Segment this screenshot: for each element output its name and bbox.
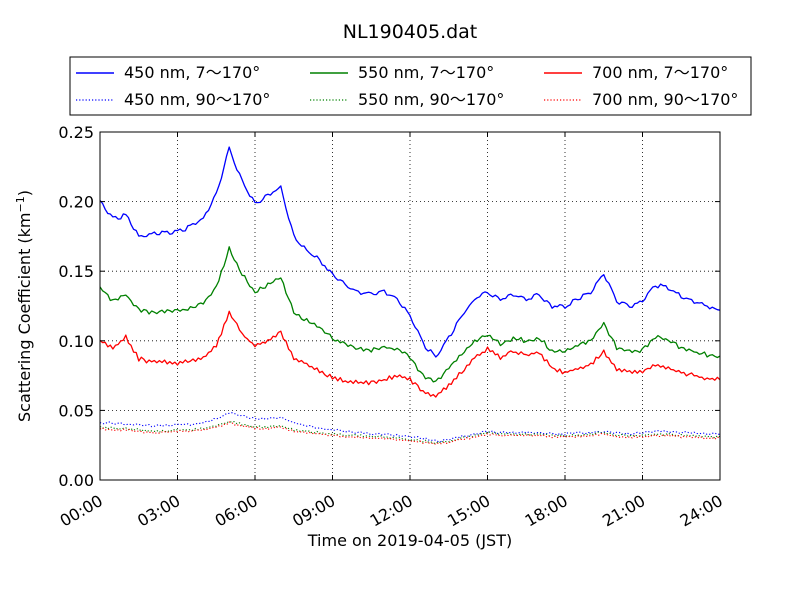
x-axis-label: Time on 2019-04-05 (JST) (307, 531, 512, 550)
x-tick-label-3: 09:00 (289, 491, 338, 531)
chart-title: NL190405.dat (343, 21, 478, 43)
legend-label-0: 450 nm, 7～170° (124, 63, 260, 82)
x-tick-label-1: 03:00 (134, 491, 183, 531)
legend: 450 nm, 7～170° 450 nm, 90～170° 550 nm, 7～1… (69, 56, 752, 116)
axis-ticks (99, 131, 721, 481)
y-tick-label-1: 0.05 (58, 401, 94, 420)
y-tick-label-5: 0.25 (58, 123, 94, 142)
x-tick-label-5: 15:00 (444, 491, 493, 531)
legend-label-2: 550 nm, 7～170° (358, 63, 494, 82)
y-axis-label-main: Scattering Coefficient (km (15, 212, 34, 422)
series-line-1 (99, 412, 721, 443)
legend-label-1: 450 nm, 90～170° (124, 90, 270, 109)
y-tick-labels: 0.00 0.05 0.10 0.15 0.20 0.25 (58, 123, 94, 490)
series-line-4 (99, 310, 721, 398)
legend-label-3: 550 nm, 90～170° (358, 90, 504, 109)
y-axis-label-superscript: −1 (14, 196, 27, 212)
x-tick-label-4: 12:00 (367, 491, 416, 531)
x-tick-label-6: 18:00 (522, 491, 571, 531)
series-line-2 (99, 246, 721, 383)
series-line-0 (99, 146, 721, 358)
x-tick-label-2: 06:00 (212, 491, 261, 531)
series-line-3 (99, 421, 721, 445)
y-tick-label-0: 0.00 (58, 471, 94, 490)
legend-label-5: 700 nm, 90～170° (592, 90, 738, 109)
y-tick-label-3: 0.15 (58, 262, 94, 281)
x-tick-labels: 00:00 03:00 06:00 09:00 12:00 15:00 18:00 21:00… (57, 491, 726, 531)
x-tick-label-0: 00:00 (57, 491, 106, 531)
series-layer (99, 146, 721, 445)
x-tick-label-7: 21:00 (599, 491, 648, 531)
grid-lines (100, 132, 720, 480)
x-tick-label-8: 24:00 (677, 491, 726, 531)
y-tick-label-4: 0.20 (58, 193, 94, 212)
y-axis-label: Scattering Coefficient (km−1) (14, 190, 34, 422)
series-line-5 (99, 421, 721, 445)
y-axis-label-close: ) (15, 190, 34, 196)
y-tick-label-2: 0.10 (58, 332, 94, 351)
legend-label-4: 700 nm, 7～170° (592, 63, 728, 82)
legend-frame (69, 56, 752, 116)
